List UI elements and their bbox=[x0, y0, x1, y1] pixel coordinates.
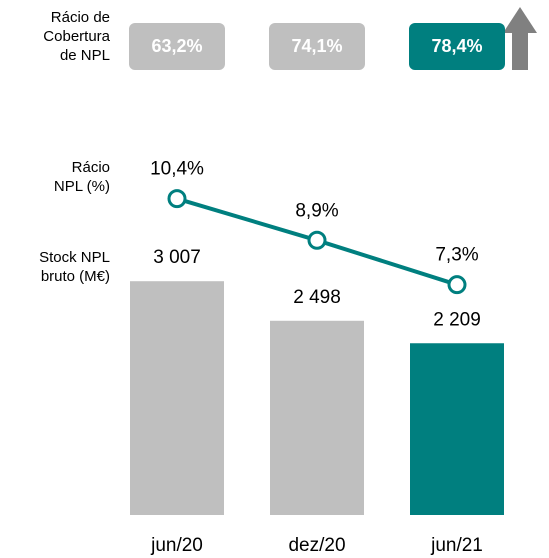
coverage-value: 78,4% bbox=[431, 36, 482, 56]
bar-value-label: 3 007 bbox=[153, 247, 201, 268]
up-arrow bbox=[503, 7, 537, 70]
line-value-label: 10,4% bbox=[150, 159, 204, 180]
x-tick-label: jun/20 bbox=[150, 535, 203, 556]
coverage-box bbox=[129, 23, 225, 70]
line-value-label: 8,9% bbox=[295, 200, 338, 221]
bar bbox=[410, 343, 504, 515]
line-value-label: 7,3% bbox=[435, 245, 478, 266]
x-tick-label: jun/21 bbox=[430, 535, 483, 556]
line-marker bbox=[307, 230, 327, 250]
coverage-box bbox=[409, 23, 505, 70]
line-series-label: Rácio NPL (%) bbox=[53, 159, 110, 195]
line-marker bbox=[167, 189, 187, 209]
bar-value-label: 2 209 bbox=[433, 309, 481, 330]
coverage-label: Rácio de Cobertura de NPL bbox=[43, 9, 110, 64]
coverage-value: 74,1% bbox=[291, 36, 342, 56]
bar bbox=[270, 320, 364, 515]
bar-series-label: Stock NPL bruto (M€) bbox=[39, 249, 110, 285]
coverage-box bbox=[269, 23, 365, 70]
line-marker bbox=[447, 275, 467, 295]
x-tick-label: dez/20 bbox=[288, 535, 345, 556]
bar-value-label: 2 498 bbox=[293, 287, 341, 308]
bar bbox=[130, 281, 224, 515]
coverage-value: 63,2% bbox=[151, 36, 202, 56]
